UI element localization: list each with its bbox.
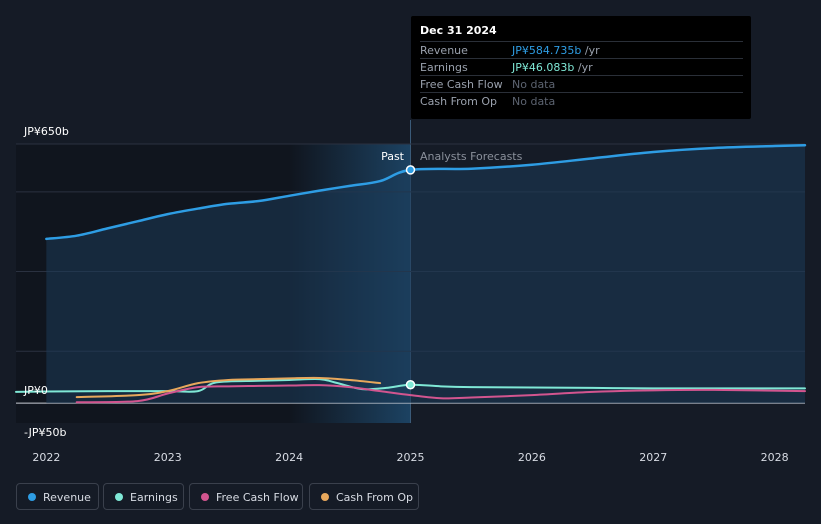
tooltip-label: Cash From Op — [420, 95, 498, 108]
x-tick-label: 2028 — [761, 451, 789, 464]
legend-dot-icon — [115, 493, 123, 501]
x-tick-label: 2022 — [32, 451, 60, 464]
legend-label: Revenue — [43, 491, 91, 504]
tooltip-unit: /yr — [584, 44, 600, 57]
tooltip-label: Earnings — [420, 61, 468, 74]
tooltip-label: Free Cash Flow — [420, 78, 503, 91]
x-tick-label: 2025 — [397, 451, 425, 464]
legend-item-free-cash-flow[interactable]: Free Cash Flow — [189, 483, 303, 510]
legend-dot-icon — [201, 493, 209, 501]
past-label: Past — [381, 150, 405, 163]
tooltip-row-cfo: Cash From Op No data — [420, 92, 743, 110]
x-tick-label: 2023 — [154, 451, 182, 464]
legend-label: Earnings — [130, 491, 178, 504]
y-tick-label: JP¥0 — [23, 384, 48, 397]
revenue-marker — [405, 165, 416, 175]
tooltip-label: Revenue — [420, 44, 468, 57]
y-tick-label: JP¥650b — [23, 125, 69, 138]
legend-label: Cash From Op — [336, 491, 414, 504]
tooltip-value: JP¥46.083b — [512, 61, 575, 74]
y-tick-label: -JP¥50b — [24, 426, 66, 439]
tooltip-date: Dec 31 2024 — [420, 24, 497, 37]
tooltip-value: JP¥584.735b — [512, 44, 582, 57]
revenue-line — [45, 143, 807, 241]
free-cash-flow-line — [75, 384, 806, 404]
revenue-area — [46, 145, 806, 404]
x-tick-label: 2026 — [518, 451, 546, 464]
legend-dot-icon — [28, 493, 36, 501]
legend-item-earnings[interactable]: Earnings — [103, 483, 184, 510]
tooltip: Dec 31 2024 Revenue JP¥584.735b /yr Earn… — [411, 16, 751, 119]
x-tick-label: 2024 — [275, 451, 303, 464]
legend-item-cash-from-op[interactable]: Cash From Op — [309, 483, 419, 510]
tooltip-row-revenue: Revenue JP¥584.735b /yr — [420, 41, 743, 59]
legend-item-revenue[interactable]: Revenue — [16, 483, 99, 510]
forecast-label: Analysts Forecasts — [420, 150, 523, 163]
tooltip-row-earnings: Earnings JP¥46.083b /yr — [420, 58, 743, 76]
x-tick-label: 2027 — [639, 451, 667, 464]
tooltip-value: No data — [512, 78, 556, 91]
tooltip-unit: /yr — [577, 61, 593, 74]
tooltip-row-fcf: Free Cash Flow No data — [420, 75, 743, 93]
legend-label: Free Cash Flow — [216, 491, 299, 504]
earnings-marker — [405, 379, 416, 390]
tooltip-value: No data — [512, 95, 556, 108]
legend-dot-icon — [321, 493, 329, 501]
cash-from-op-line — [75, 376, 382, 399]
